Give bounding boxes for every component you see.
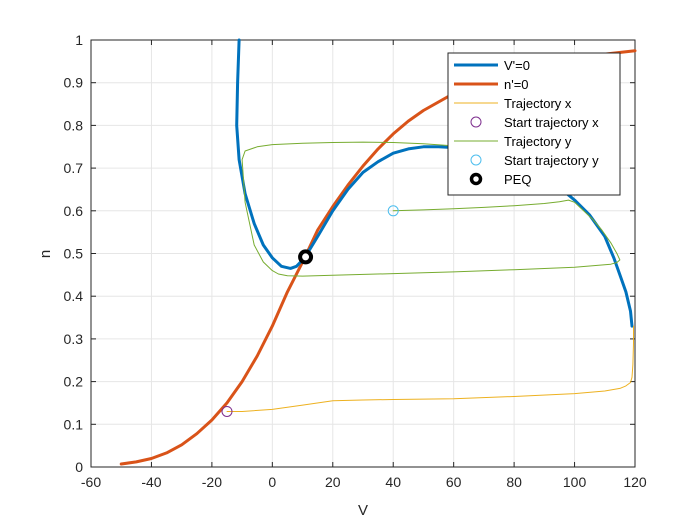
legend-box	[447, 52, 621, 196]
x-tick-label: -60	[81, 474, 101, 490]
legend-label: Trajectory y	[504, 134, 572, 149]
y-tick-label: 0.7	[64, 160, 84, 176]
y-tick-label: 0.8	[64, 117, 84, 133]
x-tick-label: 80	[506, 474, 522, 490]
y-tick-label: 0.6	[64, 203, 84, 219]
legend-label: Trajectory x	[504, 96, 572, 111]
legend-label: Start trajectory y	[504, 153, 599, 168]
series-line-2	[226, 325, 634, 412]
x-tick-label: -40	[141, 474, 161, 490]
peq-marker	[298, 249, 314, 265]
y-tick-label: 0	[75, 459, 83, 475]
y-axis-label: n	[37, 250, 54, 258]
legend: V'=0 n'=0 Trajectory x Start trajectory x Tr…	[447, 52, 621, 196]
y-tick-label: 0.5	[64, 246, 84, 262]
legend-swatch	[469, 172, 483, 186]
legend-label: PEQ	[504, 172, 531, 187]
x-tick-label: 20	[325, 474, 341, 490]
y-tick-label: 0.4	[64, 288, 84, 304]
start-marker-3	[221, 405, 233, 417]
start-marker-5	[387, 205, 399, 217]
series-line-4	[241, 141, 621, 277]
x-tick-label: 60	[446, 474, 462, 490]
series-line-0	[235, 38, 634, 328]
legend-label: Start trajectory x	[504, 115, 599, 130]
legend-swatch	[470, 116, 482, 128]
y-tick-label: 0.2	[64, 374, 84, 390]
y-tick-label: 0.9	[64, 75, 84, 91]
y-tick-label: 0.1	[64, 416, 84, 432]
legend-label: n'=0	[504, 77, 529, 92]
legend-swatch	[470, 154, 482, 166]
legend-label: V'=0	[504, 58, 530, 73]
tick-labels: -60 -40 -20 0 20 40 60 80 100 120 0 0.1 0.2 0.3 0.4 0.5…	[64, 32, 647, 490]
x-tick-label: 40	[385, 474, 401, 490]
y-tick-label: 1	[75, 32, 83, 48]
x-tick-label: -20	[202, 474, 222, 490]
x-axis-label: V	[358, 502, 368, 519]
axes	[90, 39, 636, 468]
x-tick-label: 100	[563, 474, 587, 490]
x-tick-label: 0	[268, 474, 276, 490]
x-tick-label: 120	[623, 474, 647, 490]
y-tick-label: 0.3	[64, 331, 84, 347]
